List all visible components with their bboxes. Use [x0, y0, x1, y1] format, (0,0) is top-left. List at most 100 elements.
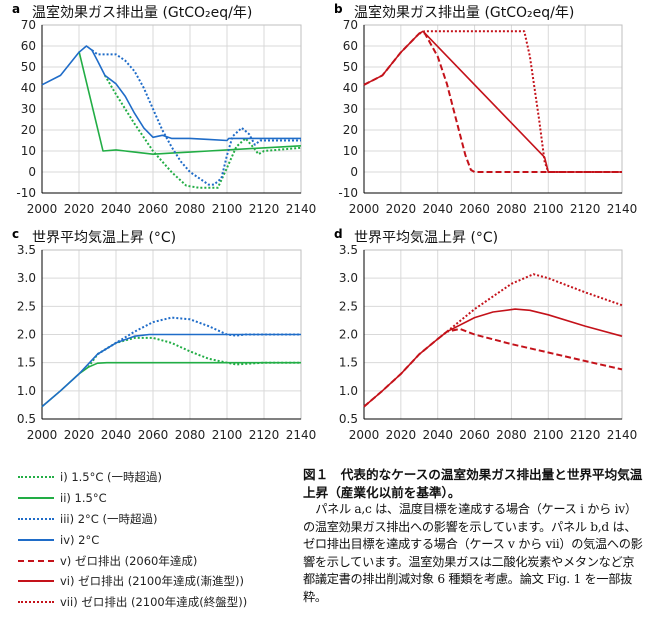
legend-swatch	[18, 559, 54, 562]
y-tick-label: 2.0	[17, 328, 36, 342]
legend-swatch	[18, 517, 54, 520]
x-tick-label: 2020	[64, 202, 95, 216]
x-tick-label: 2040	[101, 202, 132, 216]
legend-label: v) ゼロ排出 (2060年達成)	[60, 553, 198, 568]
x-tick-label: 2120	[249, 428, 280, 442]
series-line	[437, 273, 623, 340]
legend-item: iv) 2°C	[18, 529, 247, 550]
panel-letter: c	[12, 227, 19, 241]
legend-swatch	[18, 538, 54, 541]
legend-swatch	[18, 580, 54, 583]
y-tick-label: -10	[338, 186, 358, 200]
x-tick-label: 2100	[533, 202, 564, 216]
series-line	[363, 308, 623, 408]
y-tick-label: 3.0	[339, 271, 358, 285]
y-tick-label: 1.0	[17, 384, 36, 398]
series-line	[91, 49, 301, 186]
x-tick-label: 2140	[607, 202, 638, 216]
series-line	[78, 51, 302, 155]
legend: i) 1.5°C (一時超過) ii) 1.5°C iii) 2°C (一時超過…	[18, 467, 247, 613]
x-tick-label: 2040	[422, 202, 453, 216]
legend-item: v) ゼロ排出 (2060年達成)	[18, 550, 247, 571]
legend-label: iii) 2°C (一時超過)	[60, 511, 158, 526]
x-tick-label: 2000	[349, 202, 380, 216]
chart-title: 温室効果ガス排出量 (GtCO₂eq/年)	[354, 4, 574, 21]
x-tick-label: 2120	[570, 428, 601, 442]
y-tick-label: 30	[21, 102, 36, 116]
x-tick-label: 2000	[349, 428, 380, 442]
panel-letter: d	[334, 227, 343, 241]
y-tick-label: 20	[21, 123, 36, 137]
y-tick-label: 60	[343, 39, 358, 53]
legend-swatch	[18, 497, 54, 500]
x-tick-label: 2080	[496, 202, 527, 216]
y-tick-label: 50	[21, 60, 36, 74]
series-line	[363, 327, 623, 408]
y-tick-label: 1.0	[339, 384, 358, 398]
x-tick-label: 2140	[286, 428, 317, 442]
x-tick-label: 2140	[607, 428, 638, 442]
chart-panel-d: 2000 2020 2040 2060 2080 2100 2120 2140 0.5 1.0 1.…	[334, 227, 637, 442]
x-tick-label: 2040	[101, 428, 132, 442]
legend-swatch	[18, 476, 54, 479]
x-tick-label: 2020	[64, 428, 95, 442]
y-tick-label: 2.5	[339, 299, 358, 313]
y-tick-label: 70	[343, 18, 358, 32]
y-tick-label: 3.5	[17, 243, 36, 257]
panel-letter: b	[334, 2, 343, 16]
x-tick-label: 2120	[249, 202, 280, 216]
x-tick-label: 2020	[386, 428, 417, 442]
chart-panel-a: 2000 2020 2040 2060 2080 2100 2120 2140-1001020…	[12, 2, 316, 216]
legend-label: i) 1.5°C (一時超過)	[60, 470, 163, 485]
x-tick-label: 2060	[138, 428, 169, 442]
series-line	[104, 74, 302, 189]
x-tick-label: 2140	[286, 202, 317, 216]
legend-item: vii) ゼロ排出 (2100年達成(終盤型))	[18, 592, 247, 613]
x-tick-label: 2100	[212, 428, 243, 442]
y-tick-label: 40	[21, 81, 36, 95]
x-tick-label: 2080	[175, 202, 206, 216]
legend-label: iv) 2°C	[60, 532, 100, 547]
figure-panels: 2000 2020 2040 2060 2080 2100 2120 2140-1001020…	[12, 2, 637, 442]
legend-label: vi) ゼロ排出 (2100年達成(漸進型))	[60, 574, 245, 589]
legend-item: iii) 2°C (一時超過)	[18, 509, 247, 530]
y-tick-label: 3.5	[339, 243, 358, 257]
y-tick-label: 50	[343, 60, 358, 74]
x-tick-label: 2100	[533, 428, 564, 442]
y-tick-label: 10	[21, 144, 36, 158]
chart-title: 世界平均気温上昇 (°C)	[32, 230, 176, 246]
y-tick-label: -10	[16, 186, 36, 200]
series-line	[41, 361, 301, 408]
y-tick-label: 0	[350, 165, 358, 179]
y-tick-label: 3.0	[17, 271, 36, 285]
chart-title: 温室効果ガス排出量 (GtCO₂eq/年)	[32, 4, 252, 21]
legend-item: i) 1.5°C (一時超過)	[18, 467, 247, 488]
legend-item: vi) ゼロ排出 (2100年達成(漸進型))	[18, 571, 247, 592]
x-tick-label: 2020	[386, 202, 417, 216]
y-tick-label: 30	[343, 102, 358, 116]
legend-label: ii) 1.5°C	[60, 491, 107, 506]
y-tick-label: 2.5	[17, 299, 36, 313]
caption-body: パネル a,c は、温度目標を達成する場合（ケース i から iv）の温室効果ガ…	[303, 502, 643, 604]
legend-label: vii) ゼロ排出 (2100年達成(終盤型))	[60, 595, 248, 610]
x-tick-label: 2000	[27, 202, 58, 216]
y-tick-label: 1.5	[339, 356, 358, 370]
y-tick-label: 0.5	[339, 412, 358, 426]
x-tick-label: 2080	[175, 428, 206, 442]
legend-item: ii) 1.5°C	[18, 488, 247, 509]
y-tick-label: 2.0	[339, 328, 358, 342]
caption-title: 図１ 代表的なケースの温室効果ガス排出量と世界平均気温上昇（産業化以前を基準）。	[303, 467, 643, 500]
y-tick-label: 10	[343, 144, 358, 158]
figure-caption: 図１ 代表的なケースの温室効果ガス排出量と世界平均気温上昇（産業化以前を基準）。…	[303, 466, 643, 606]
legend-swatch	[18, 601, 54, 604]
series-line	[96, 316, 301, 356]
chart-panel-c: 2000 2020 2040 2060 2080 2100 2120 2140 0.5 1.0 1.…	[12, 227, 316, 442]
panel-letter: a	[12, 2, 20, 16]
series-line	[41, 45, 301, 142]
y-tick-label: 0	[28, 165, 36, 179]
x-tick-label: 2080	[496, 428, 527, 442]
chart-panel-b: 2000 2020 2040 2060 2080 2100 2120 2140-1001020…	[334, 2, 637, 216]
y-tick-label: 0.5	[17, 412, 36, 426]
x-tick-label: 2120	[570, 202, 601, 216]
y-tick-label: 1.5	[17, 356, 36, 370]
